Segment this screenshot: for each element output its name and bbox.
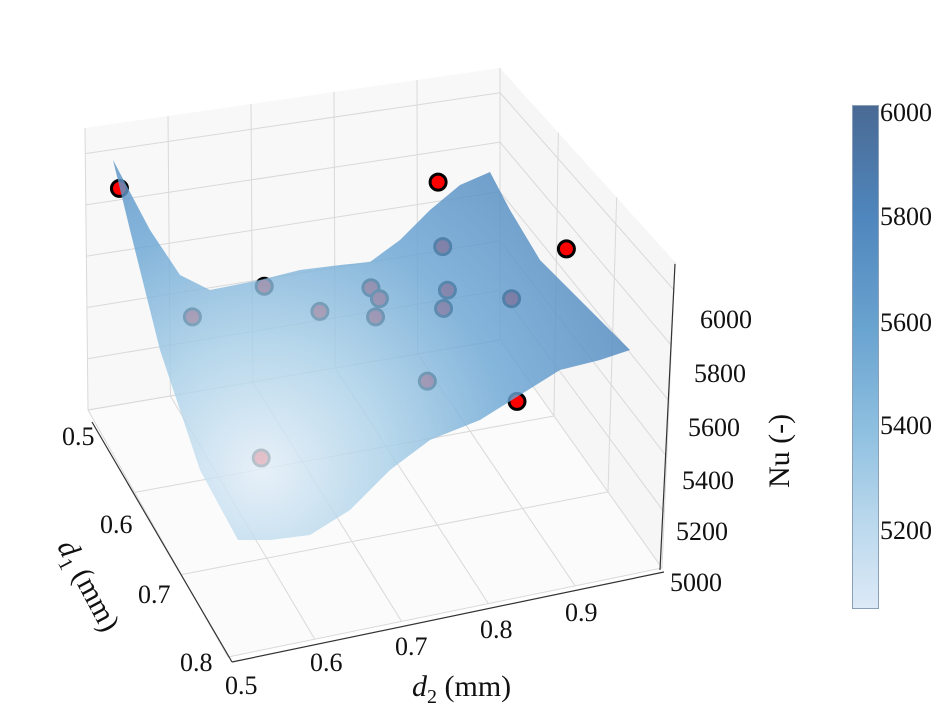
y-tick-label: 0.7 [138,580,171,609]
x-axis-title: d2 (mm) [412,670,512,708]
z-tick-label: 5800 [694,359,746,388]
gridline [499,92,675,291]
y-tick-label: 0.6 [100,510,133,539]
data-point [556,239,576,259]
y-axis-line [91,421,233,663]
data-point [428,172,448,192]
z-tick-label: 5400 [682,466,734,495]
colorbar-tick-label: 6000 [880,98,932,127]
gridline [84,127,89,411]
z-tick-label: 6000 [700,305,752,334]
y-tick-label: 0.8 [180,648,213,677]
colorbar-tick-label: 5400 [880,411,932,440]
colorbar-tick-label: 5800 [880,202,932,231]
x-tick-label: 0.7 [395,632,428,661]
z-tick-label: 5600 [688,413,740,442]
gridline [227,567,663,658]
z-axis-title: Nu (-) [763,413,796,488]
gridline [499,141,672,346]
x-tick-label: 0.5 [225,671,258,700]
z-tick-label: 5000 [670,568,722,597]
z-axis-line [659,263,676,571]
x-tick-label: 0.9 [565,598,598,627]
response-surface [113,160,630,540]
gridline [181,491,609,576]
x-axis-line [231,571,665,663]
x-tick-label: 0.8 [480,615,513,644]
y-tick-label: 0.5 [62,422,95,451]
x-axis-unit: (mm) [437,670,512,703]
colorbar-tick-label: 5600 [880,308,932,337]
x-axis-subscript: 2 [427,686,437,708]
axis-lines [91,263,676,663]
gridline [85,141,501,206]
z-tick-label: 5200 [676,517,728,546]
colorbar [852,105,879,609]
gridline [85,92,501,155]
colorbar-tick-label: 5200 [880,516,932,545]
x-axis-symbol: d [412,670,427,703]
gridline [499,191,670,402]
x-tick-label: 0.6 [310,648,343,677]
